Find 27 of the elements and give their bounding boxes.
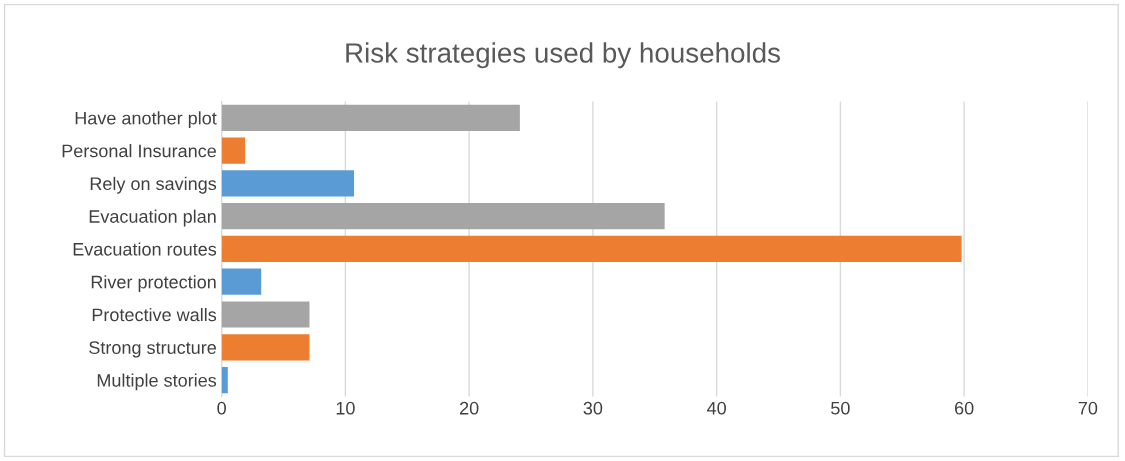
x-tick-label: 20 [459, 401, 479, 415]
x-tick-label: 30 [583, 401, 603, 415]
y-tick-label: Have another plot [75, 111, 217, 129]
y-tick-label: Protective walls [92, 307, 217, 322]
x-tick-label: 60 [955, 401, 974, 415]
bar [221, 137, 246, 164]
bar [221, 268, 262, 295]
y-tick-label: Rely on savings [90, 176, 217, 194]
bar [221, 366, 228, 394]
y-tick-label: Evacuation routes [73, 242, 217, 256]
y-tick-label: Personal Insurance [62, 144, 216, 158]
x-tick-label: 50 [831, 401, 850, 415]
bar [221, 301, 310, 328]
y-tick-label: Evacuation plan [89, 209, 216, 227]
x-tick-label: 0 [217, 401, 226, 415]
x-tick-label: 70 [1078, 401, 1098, 415]
bar [221, 334, 310, 361]
y-tick-label: River protection [91, 275, 216, 293]
y-tick-label: Strong structure [89, 341, 216, 358]
bar [221, 203, 665, 230]
chart-title: Risk strategies used by households [346, 42, 780, 69]
x-tick-label: 40 [707, 401, 726, 415]
bar [221, 104, 520, 131]
y-tick-label: Multiple stories [97, 373, 217, 391]
x-tick-label: 10 [336, 401, 355, 415]
bar [221, 170, 355, 197]
bar [221, 235, 962, 263]
